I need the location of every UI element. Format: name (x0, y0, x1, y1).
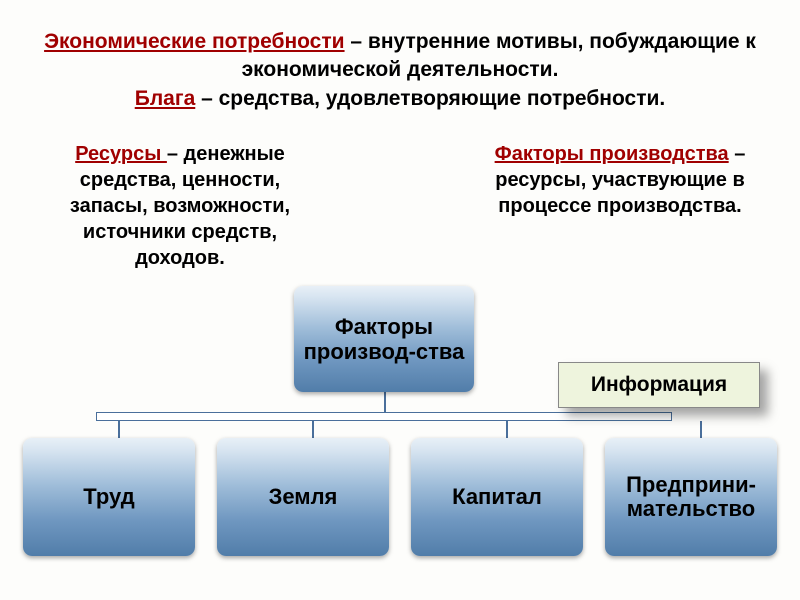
connector-v-3 (506, 421, 508, 438)
connector-v-1 (118, 421, 120, 438)
factor-labor: Труд (23, 438, 195, 556)
factor-entrepreneurship: Предприни-мательство (605, 438, 777, 556)
term-econ-needs: Экономические потребности (44, 30, 344, 53)
factor-capital: Капитал (411, 438, 583, 556)
factor-land: Земля (217, 438, 389, 556)
def-goods: – средства, удовлетворяющие потребности. (195, 87, 665, 110)
factors-column: Факторы производства – ресурсы, участвую… (490, 141, 750, 271)
connector-v-2 (312, 421, 314, 438)
term-resources: Ресурсы (75, 143, 167, 165)
connector-v-center (384, 392, 386, 412)
factors-root-box: Факторы производ-ства (294, 286, 474, 392)
connector-v-4 (700, 421, 702, 438)
information-box: Информация (558, 362, 760, 408)
definitions-header: Экономические потребности – внутренние м… (0, 0, 800, 123)
term-factors: Факторы производства (495, 143, 729, 165)
factors-row: Труд Земля Капитал Предприни-мательство (0, 438, 800, 556)
term-goods: Блага (135, 87, 196, 110)
mid-columns: Ресурсы – денежные средства, ценности, з… (0, 123, 800, 271)
connector-h-top (96, 412, 672, 421)
resources-column: Ресурсы – денежные средства, ценности, з… (50, 141, 310, 271)
